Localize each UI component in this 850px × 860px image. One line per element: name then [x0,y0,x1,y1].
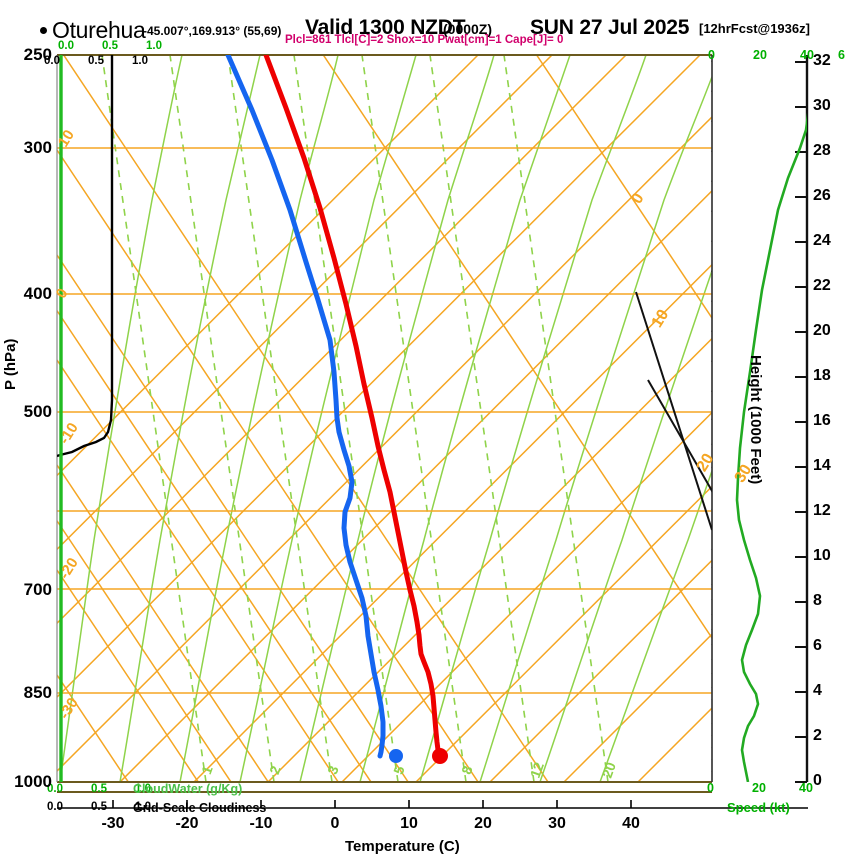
height-tick-14: 14 [813,457,831,474]
top-speed-tick-0: 0 [708,48,715,62]
height-axis-ticks [795,61,807,783]
station-dot-icon [40,27,47,34]
height-tick-32: 32 [813,52,831,69]
height-tick-8: 8 [813,592,822,609]
cloudiness-scale-bot-2: 1.0 [135,801,151,813]
temp-tick--10: -10 [249,815,273,832]
height-tick-24: 24 [813,232,831,249]
cloudwater-scale-bot-1: 0.5 [91,783,107,795]
top-right-tick: 6 [838,48,845,62]
cloudiness-axis-title: Grid-Scale Cloudiness [133,801,267,815]
pressure-axis-title: P (hPa) [2,338,19,390]
height-tick-6: 6 [813,637,822,654]
wind-envelope-lines [635,291,712,531]
height-tick-10: 10 [813,547,831,564]
temperature-trace [263,55,441,759]
temp-tick-30: 30 [548,815,566,832]
height-tick-16: 16 [813,412,831,429]
height-tick-0: 0 [813,772,822,789]
temp-tick-40: 40 [622,815,640,832]
height-tick-2: 2 [813,727,822,744]
moist-adiabat-lines [59,55,712,782]
valid-time-label: Valid 1300 NZDT [305,16,466,39]
top-speed-tick-1: 20 [753,48,767,62]
pressure-tick-850: 850 [23,683,52,702]
valid-zulu-label: (0000Z) [443,21,493,37]
cloudwater-scale-bot-2: 1.0 [135,783,151,795]
speed-tick-0: 0 [707,781,714,795]
station-coordinates: -45.007°,169.913° (55,69) [143,24,282,38]
cloudwater-scale-bot-0: 0.0 [47,783,63,795]
station-name: Oturehua [52,17,146,43]
cloudwater-scale-top-2: 1.0 [146,40,162,52]
pressure-tick-700: 700 [23,580,52,599]
cloudiness-scale-top-2: 1.0 [132,55,148,67]
temp-tick-10: 10 [400,815,418,832]
height-tick-18: 18 [813,367,831,384]
temp-tick-20: 20 [474,815,492,832]
speed-tick-1: 20 [752,781,766,795]
cloudiness-scale-top-0: 0.0 [44,55,60,67]
temperature-endpoint-dot [432,748,448,764]
cloudiness-scale-bot-1: 0.5 [91,801,107,813]
stability-indices: Plcl=861 Tlcl[C]=2 Shox=10 Pwat[cm]=1 Ca… [285,34,564,46]
valid-date-label: SUN 27 Jul 2025 [530,16,690,39]
height-tick-26: 26 [813,187,831,204]
pressure-tick-250: 250 [23,45,52,64]
top-speed-tick-2: 40 [800,48,814,62]
pressure-tick-1000: 1000 [14,772,52,791]
temp-tick--30: -30 [101,815,125,832]
dewpoint-endpoint-dot [389,749,403,763]
forecast-hour-label: [12hrFcst@1936z] [699,21,810,36]
isotherm-lines [57,55,712,782]
cloudwater-scale-top-1: 0.5 [102,40,118,52]
height-tick-12: 12 [813,502,831,519]
temperature-axis-ticks [112,800,632,808]
mixing-ratio-lines [101,55,609,782]
pressure-tick-300: 300 [23,138,52,157]
temp-tick-0: 0 [330,815,340,832]
height-tick-22: 22 [813,277,831,294]
header-bar: Oturehua -45.007°,169.913° (55,69) Valid… [0,8,850,43]
dewpoint-trace [225,55,386,759]
pressure-tick-400: 400 [23,284,52,303]
cloudiness-trace [57,55,114,458]
cloudwater-axis-title: CloudWater (g/Kg) [133,782,243,796]
pressure-tick-500: 500 [23,402,52,421]
height-tick-20: 20 [813,322,831,339]
height-tick-4: 4 [813,682,822,699]
speed-axis-title: Speed (kt) [727,800,790,815]
cloudwater-scale-top-0: 0.0 [58,40,74,52]
temperature-axis-title: Temperature (C) [345,838,460,855]
height-tick-30: 30 [813,97,831,114]
isobar-lines [57,147,712,783]
speed-tick-2: 40 [799,781,813,795]
temp-tick--20: -20 [175,815,199,832]
height-axis-title: Height (1000 Feet) [747,355,764,485]
wind-speed-trace [735,112,807,782]
height-tick-28: 28 [813,142,831,159]
cloudiness-scale-bot-0: 0.0 [47,801,63,813]
cloudiness-scale-top-1: 0.5 [88,55,104,67]
